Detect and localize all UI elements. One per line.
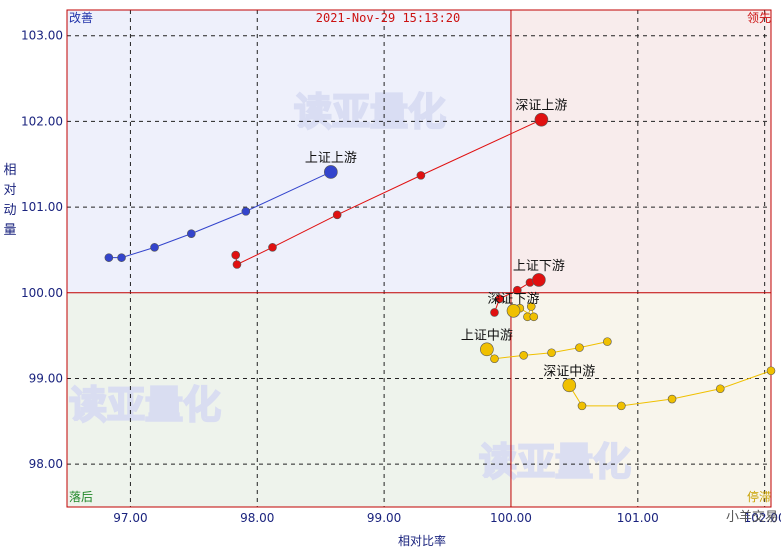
series-point xyxy=(519,351,528,360)
quadrant-lagging-bg xyxy=(67,292,511,507)
text-layer: 2021-Nov-29 15:13:20 改善 领先 落后 停滞 相对比率 小羊… xyxy=(69,10,778,548)
series-point xyxy=(232,260,242,269)
series-point xyxy=(526,302,536,311)
x-axis-label: 相对比率 xyxy=(398,533,446,548)
y-tick-label: 101.00 xyxy=(21,200,63,214)
watermark-text: 读亚量化 xyxy=(294,90,446,134)
quadrant-improving-bg xyxy=(67,10,511,293)
watermark-text: 读亚量化 xyxy=(69,383,221,427)
series-label: 深证中游 xyxy=(543,364,595,379)
series-point xyxy=(490,308,499,317)
series-point xyxy=(766,366,776,376)
y-tick-label: 102.00 xyxy=(21,114,63,128)
y-tick-label: 100.00 xyxy=(21,286,63,300)
series-label: 深证上游 xyxy=(515,99,567,114)
series-point xyxy=(513,285,522,295)
series-head-point xyxy=(562,378,577,393)
series-point xyxy=(187,229,196,238)
series-point xyxy=(490,354,499,364)
series-point xyxy=(577,401,587,411)
series-head-point xyxy=(324,165,338,179)
quadrant-weakening-bg xyxy=(510,292,771,507)
series-point xyxy=(575,343,584,352)
series-point xyxy=(268,243,277,252)
plot-frame xyxy=(66,9,772,508)
series-point xyxy=(241,207,251,216)
y-axis-label-char: 对 xyxy=(3,183,16,198)
series-point xyxy=(547,348,556,358)
series-上证下游: 上证下游 xyxy=(490,259,565,317)
watermark-text: 读亚量化 xyxy=(479,440,631,484)
y-axis-label-char: 量 xyxy=(3,223,16,238)
grid-lines xyxy=(67,10,771,507)
series-point xyxy=(104,253,114,262)
series-point xyxy=(150,243,159,252)
series-上证上游: 上证上游 xyxy=(104,151,357,262)
axes: 97.00 98.00 99.00 100.00 101.00 102.00 98.00 99… xyxy=(3,9,781,525)
series-point xyxy=(715,384,725,394)
y-tick-label: 99.00 xyxy=(29,371,63,385)
x-tick-label: 97.00 xyxy=(113,511,147,525)
series-point xyxy=(667,394,677,404)
series-point xyxy=(617,401,626,411)
series-上证中游: 上证中游 xyxy=(461,328,612,364)
quadrant-backgrounds xyxy=(67,10,771,507)
quadrant-label-improving: 改善 xyxy=(69,10,93,25)
y-tick-label: 103.00 xyxy=(21,29,63,43)
series-深证中游: 深证中游 xyxy=(543,364,776,411)
series-point xyxy=(117,253,126,262)
y-tick-label: 98.00 xyxy=(29,457,63,471)
series-head-point xyxy=(532,273,546,287)
y-axis-label-char: 动 xyxy=(3,203,16,218)
x-tick-label: 100.00 xyxy=(490,511,532,525)
series-point xyxy=(495,294,504,304)
chart-title: 2021-Nov-29 15:13:20 xyxy=(316,11,461,25)
series-label: 上证下游 xyxy=(513,259,565,274)
series-深证下游: 深证下游 xyxy=(487,292,540,322)
quadrant-label-leading: 领先 xyxy=(747,11,771,25)
x-tick-label: 99.00 xyxy=(367,511,401,525)
series-label: 上证中游 xyxy=(461,328,513,343)
series-head-point xyxy=(506,303,521,318)
series-head-point xyxy=(534,112,549,127)
series-point xyxy=(332,210,342,220)
series-point xyxy=(231,250,241,260)
series-point xyxy=(416,171,426,180)
series-point xyxy=(529,312,539,322)
x-tick-label: 102.00 xyxy=(744,511,781,525)
y-axis-label-char: 相 xyxy=(3,163,16,178)
series-head-point xyxy=(480,342,494,357)
x-tick-label: 101.00 xyxy=(617,511,659,525)
x-tick-label: 98.00 xyxy=(240,511,274,525)
series-深证上游: 深证上游 xyxy=(231,99,567,269)
quadrant-label-lagging: 落后 xyxy=(69,490,93,504)
series-label: 上证上游 xyxy=(305,151,357,166)
quadrant-leading-bg xyxy=(510,10,771,293)
series-label: 深证下游 xyxy=(487,292,539,307)
chart-credit: 小羊交易 xyxy=(726,509,778,525)
quadrant-label-weakening: 停滞 xyxy=(747,489,771,504)
series-point xyxy=(603,337,612,346)
